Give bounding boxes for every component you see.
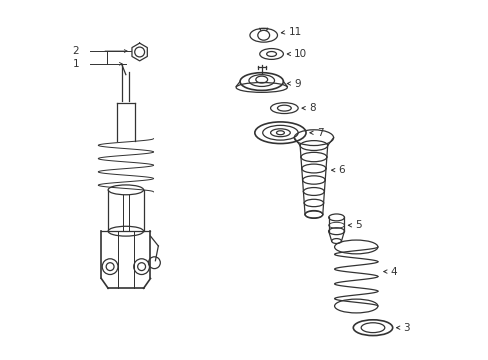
Text: 9: 9 [294, 78, 300, 89]
Text: 11: 11 [288, 27, 301, 37]
Text: 4: 4 [390, 266, 397, 276]
Text: 6: 6 [338, 165, 345, 175]
Text: 10: 10 [294, 49, 307, 59]
Text: 8: 8 [308, 103, 315, 113]
Text: 5: 5 [355, 220, 361, 230]
Text: 2: 2 [73, 46, 79, 56]
Text: 1: 1 [73, 59, 79, 69]
Text: 3: 3 [403, 323, 409, 333]
Text: 7: 7 [316, 128, 323, 138]
